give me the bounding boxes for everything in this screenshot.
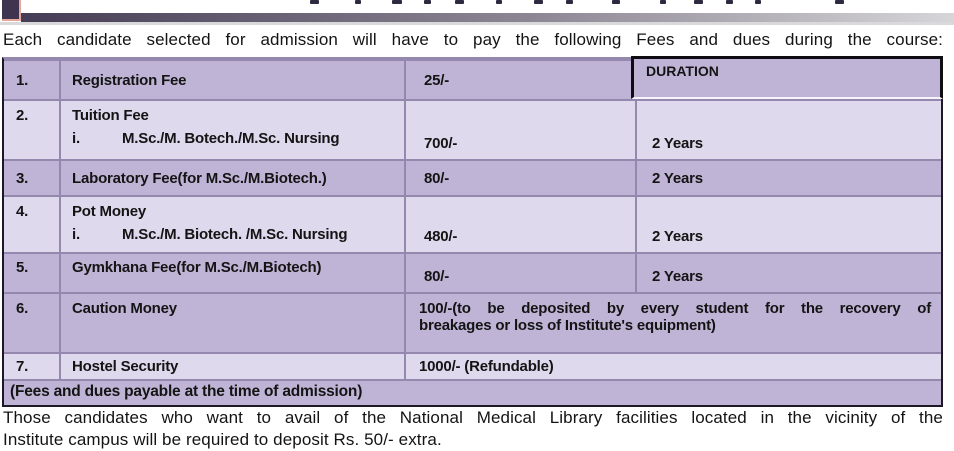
fee-name-cell: Tuition Fee i. M.Sc./M. Botech./M.Sc. Nu… <box>59 101 404 159</box>
fee-duration: 2 Years <box>635 197 941 252</box>
fee-name: Laboratory Fee(for M.Sc./M.Biotech.) <box>59 161 404 195</box>
library-note-line: Those candidates who want to avail of th… <box>3 408 943 427</box>
fee-amount: 80/- <box>404 161 635 195</box>
fee-amount-merged: 1000/- (Refundable) <box>404 354 941 379</box>
table-row-laboratory-fee: 3. Laboratory Fee(for M.Sc./M.Biotech.) … <box>4 159 941 195</box>
fee-name: Hostel Security <box>59 354 404 379</box>
row-number: 7. <box>16 358 29 375</box>
fee-amount: 480/- <box>404 197 635 252</box>
fees-table: DURATION 1. Registration Fee 25/- 2. Tui… <box>2 56 943 407</box>
row-number: 2. <box>16 107 29 124</box>
fee-name: Registration Fee <box>59 61 404 99</box>
subitem-marker: i. <box>72 226 80 243</box>
table-row-pot-money: 4. Pot Money i. M.Sc./M. Biotech. /M.Sc.… <box>4 195 941 252</box>
fee-duration: 2 Years <box>635 101 941 159</box>
row-number: 3. <box>16 169 29 187</box>
fee-amount: 700/- <box>404 101 635 159</box>
fee-name-cell: Pot Money i. M.Sc./M. Biotech. /M.Sc. Nu… <box>59 197 404 252</box>
fee-subitem: i. M.Sc./M. Botech./M.Sc. Nursing <box>72 130 398 147</box>
intro-paragraph: Each candidate selected for admission wi… <box>3 30 943 49</box>
fee-name: Pot Money <box>72 203 147 220</box>
library-note-line: Institute campus will be required to dep… <box>3 430 442 449</box>
fee-amount: 80/- <box>404 254 635 292</box>
fee-name: Caution Money <box>59 294 404 352</box>
fee-duration: 2 Years <box>635 161 941 195</box>
row-number: 6. <box>16 300 29 317</box>
fee-amount: 25/- <box>404 61 635 99</box>
row-number: 5. <box>16 259 29 276</box>
fee-amount-merged: 100/-(to be deposited by every student f… <box>404 294 941 352</box>
fee-amount-line: breakages or loss of Institute's equipme… <box>419 317 716 334</box>
subitem-text: M.Sc./M. Biotech. /M.Sc. Nursing <box>122 226 348 243</box>
fee-subitem: i. M.Sc./M. Biotech. /M.Sc. Nursing <box>72 226 398 243</box>
table-footer-note-row: (Fees and dues payable at the time of ad… <box>4 379 941 405</box>
table-row-gymkhana-fee: 5. Gymkhana Fee(for M.Sc./M.Biotech) 80/… <box>4 252 941 292</box>
slide-corner-square <box>2 0 21 21</box>
duration-header-label: DURATION <box>646 63 719 79</box>
table-footer-note: (Fees and dues payable at the time of ad… <box>10 383 363 400</box>
duration-header-box: DURATION <box>631 56 943 99</box>
fee-name: Gymkhana Fee(for M.Sc./M.Biotech) <box>59 254 404 292</box>
table-row-tuition-fee: 2. Tuition Fee i. M.Sc./M. Botech./M.Sc.… <box>4 99 941 159</box>
subitem-marker: i. <box>72 130 80 147</box>
fee-name: Tuition Fee <box>72 107 149 124</box>
row-number: 1. <box>16 71 29 89</box>
library-note-paragraph: Those candidates who want to avail of th… <box>3 407 943 451</box>
subitem-text: M.Sc./M. Botech./M.Sc. Nursing <box>122 130 340 147</box>
slide-gradient-bar <box>21 13 954 22</box>
table-row-caution-money: 6. Caution Money 100/-(to be deposited b… <box>4 292 941 352</box>
slide-underline <box>0 22 954 25</box>
row-number: 4. <box>16 203 29 220</box>
table-row-hostel-security: 7. Hostel Security 1000/- (Refundable) <box>4 352 941 379</box>
fee-duration: 2 Years <box>635 254 941 292</box>
fee-amount-line: 100/-(to be deposited by every student f… <box>419 300 931 317</box>
